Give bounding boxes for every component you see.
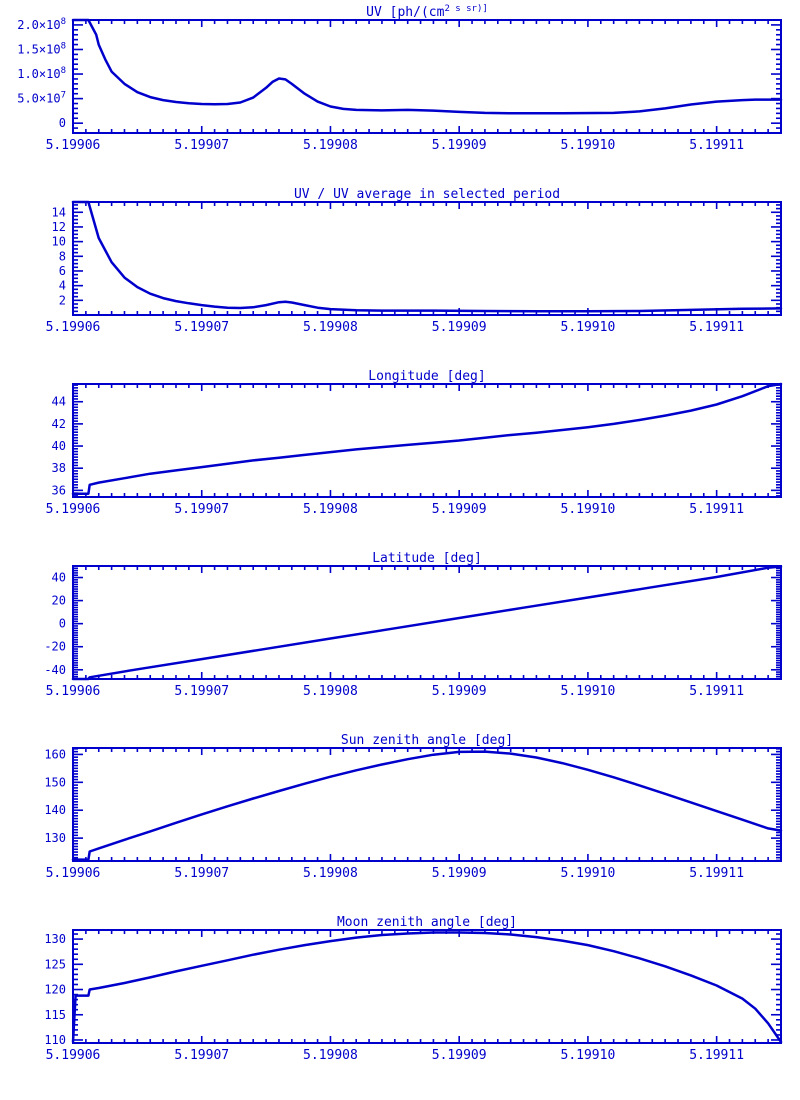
y-tick-label: 44 [52,395,66,409]
axis-ticks [72,202,782,316]
y-tick-label: 130 [44,932,66,946]
y-tick-label: 40 [52,439,66,453]
y-tick-label: -40 [44,663,66,677]
y-tick-label: 140 [44,803,66,817]
moon-zenith-chart: Moon zenith angle [deg] 110 115 120 125 130 5.… [44,915,783,1063]
x-tick-label: 5.19910 [561,1048,616,1063]
y-tick-label: 12 [52,220,66,234]
y-tick-label: 110 [44,1033,66,1047]
x-tick-label: 5.19907 [174,866,229,881]
data-line-uv [71,18,783,115]
plot-frame [72,19,782,134]
y-tick-label: 115 [44,1008,66,1022]
x-tick-label: 5.19909 [432,1048,487,1063]
plot-frame [72,565,782,680]
uv-chart: UV [ph/(cm2 s sr)] 0 5.0×107 1.0×108 1.5×108… [17,4,783,153]
y-tick-label: 42 [52,417,66,431]
axis-ticks [72,565,782,680]
x-tick-label: 5.19906 [46,866,101,881]
x-tick-label: 5.19906 [46,684,101,699]
y-tick-label: -20 [44,640,66,654]
x-tick-label: 5.19911 [689,320,744,335]
x-tick-label: 5.19907 [174,138,229,153]
data-line-latitude [71,565,783,681]
y-tick-label: 130 [44,831,66,845]
axis-ticks [72,19,782,134]
y-tick-label: 2.0×108 [17,17,66,32]
y-tick-label: 1.0×108 [17,66,66,81]
y-tick-label: 6 [59,264,66,278]
y-tick-label: 125 [44,957,66,971]
x-tick-label: 5.19910 [561,866,616,881]
x-tick-label: 5.19906 [46,138,101,153]
data-line-sun-zenith [71,750,783,861]
plot-frame [72,201,782,316]
x-tick-label: 5.19908 [303,502,358,517]
x-tick-label: 5.19910 [561,138,616,153]
y-tick-label: 150 [44,775,66,789]
x-tick-label: 5.19908 [303,684,358,699]
x-tick-label: 5.19909 [432,138,487,153]
x-tick-label: 5.19909 [432,866,487,881]
data-line-longitude [71,382,783,495]
x-tick-label: 5.19910 [561,502,616,517]
y-tick-label: 36 [52,483,66,497]
x-tick-label: 5.19911 [689,866,744,881]
y-tick-label: 8 [59,249,66,263]
plot-frame [72,747,782,862]
x-tick-label: 5.19910 [561,684,616,699]
y-tick-label: 4 [59,279,66,293]
y-tick-label: 2 [59,293,66,307]
y-tick-label: 14 [52,205,66,219]
y-tick-label: 160 [44,747,66,761]
chart-title: UV [ph/(cm2 s sr)] [366,4,488,20]
axis-ticks [72,748,782,862]
x-tick-label: 5.19911 [689,138,744,153]
latitude-chart: Latitude [deg] -40 -20 0 20 40 5.19906 5.19907 5… [44,551,783,699]
x-tick-label: 5.19911 [689,684,744,699]
y-tick-label: 10 [52,235,66,249]
chart-title: UV / UV average in selected period [294,187,560,202]
x-tick-label: 5.19911 [689,502,744,517]
x-tick-label: 5.19907 [174,320,229,335]
plot-frame [72,383,782,498]
x-tick-label: 5.19910 [561,320,616,335]
y-tick-label: 20 [52,594,66,608]
longitude-chart: Longitude [deg] 36 38 40 42 44 5.19906 5.19907 5… [46,369,783,517]
plot-frame [72,929,782,1044]
y-tick-label: 5.0×107 [17,91,66,106]
axis-ticks [72,930,782,1043]
chart-title: Moon zenith angle [deg] [337,915,517,930]
y-tick-label: 40 [52,571,66,585]
axis-ticks [72,384,782,497]
y-tick-label: 0 [59,617,66,631]
uv-ratio-chart: UV / UV average in selected period 246810… [46,187,783,335]
y-tick-label: 0 [59,116,66,130]
x-tick-label: 5.19906 [46,320,101,335]
chart-title: Longitude [deg] [368,369,485,384]
data-line-moon-zenith [71,931,783,1044]
x-tick-label: 5.19908 [303,138,358,153]
x-tick-label: 5.19909 [432,502,487,517]
x-tick-label: 5.19909 [432,320,487,335]
chart-title: Latitude [deg] [372,551,482,566]
data-line-uv-ratio [71,200,783,313]
x-tick-label: 5.19908 [303,1048,358,1063]
x-tick-label: 5.19908 [303,320,358,335]
x-tick-label: 5.19907 [174,684,229,699]
x-tick-label: 5.19907 [174,1048,229,1063]
sun-zenith-chart: Sun zenith angle [deg] 130 140 150 160 5.1990… [44,733,783,881]
y-tick-label: 120 [44,983,66,997]
x-tick-label: 5.19907 [174,502,229,517]
chart-title: Sun zenith angle [deg] [341,733,513,748]
x-tick-label: 5.19908 [303,866,358,881]
x-tick-label: 5.19911 [689,1048,744,1063]
x-tick-label: 5.19909 [432,684,487,699]
y-tick-label: 38 [52,461,66,475]
x-tick-label: 5.19906 [46,1048,101,1063]
x-tick-label: 5.19906 [46,502,101,517]
y-tick-label: 1.5×108 [17,41,66,56]
